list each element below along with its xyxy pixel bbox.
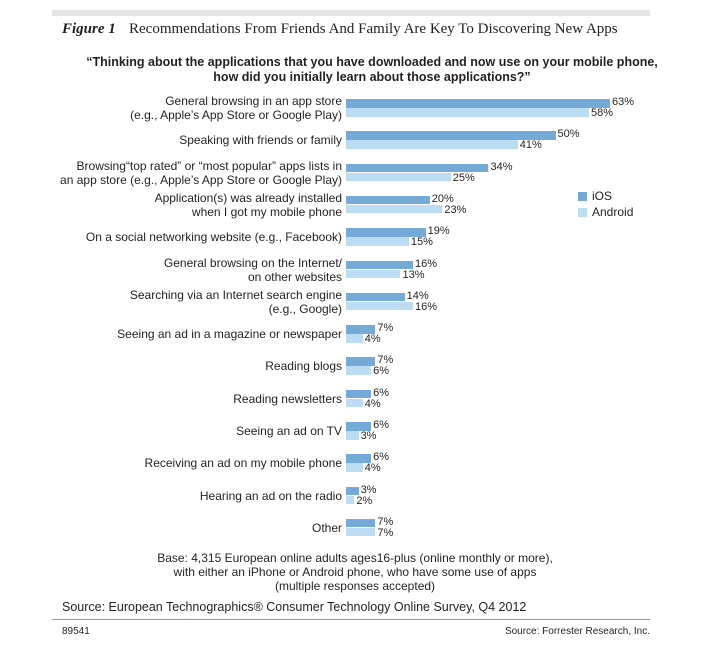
bar [346, 366, 372, 375]
category-label: Other [311, 520, 342, 535]
top-rule [52, 10, 650, 16]
bar [346, 204, 443, 214]
bar [346, 398, 363, 408]
source: Source: European Technographics® Consume… [62, 600, 527, 614]
category-label: General browsing in an app store (e.g., … [130, 94, 342, 122]
bar [346, 527, 376, 537]
figure-label: Figure 1 [62, 21, 116, 37]
value-label: 3% [360, 430, 377, 442]
value-label: 6% [373, 386, 390, 399]
chart-title: Recommendations From Friends And Family … [129, 21, 618, 37]
bar [346, 454, 372, 463]
value-label: 58% [591, 107, 614, 119]
value-label: 6% [373, 419, 390, 431]
category-label: Seeing an ad on TV [236, 424, 342, 438]
value-label: 19% [427, 225, 450, 238]
bar [346, 518, 376, 528]
bar [346, 431, 359, 440]
legend-label: iOS [592, 189, 613, 203]
bar [346, 195, 430, 205]
bar [346, 486, 359, 496]
category-label: Reading blogs [265, 359, 342, 374]
bar [346, 463, 363, 472]
value-label: 7% [377, 526, 394, 539]
figure-id: 89541 [62, 626, 90, 637]
value-label: 16% [415, 300, 438, 313]
value-label: 15% [410, 236, 433, 249]
value-label: 3% [360, 483, 377, 496]
category-label: Browsing“top rated” or “most popular” ap… [60, 158, 342, 187]
value-label: 50% [557, 128, 580, 141]
credit: Source: Forrester Research, Inc. [504, 626, 650, 637]
bar [346, 108, 590, 117]
legend-label: Android [592, 205, 634, 219]
category-label: Receiving an ad on my mobile phone [144, 456, 342, 471]
category-label: Hearing an ad on the radio [199, 488, 342, 503]
bar [346, 422, 372, 431]
value-label: 2% [356, 494, 373, 507]
bar [346, 495, 355, 505]
bar [346, 301, 414, 311]
bar [346, 292, 405, 302]
bar [346, 163, 489, 173]
category-label: Speaking with friends or family [179, 133, 342, 148]
value-label: 7% [377, 515, 394, 528]
value-label: 63% [611, 96, 634, 108]
bar [346, 131, 556, 140]
value-label: 4% [364, 397, 381, 410]
bar [346, 389, 372, 399]
bar [346, 140, 518, 149]
value-label: 14% [406, 289, 429, 302]
value-label: 20% [431, 192, 454, 205]
bar [346, 99, 610, 108]
value-label: 7% [377, 322, 394, 335]
legend-swatch [578, 208, 587, 217]
category-label: General browsing on the Internet/ on oth… [163, 255, 342, 284]
bar [346, 334, 363, 343]
bar [346, 172, 451, 182]
category-label: Seeing an ad in a magazine or newspaper [117, 327, 342, 342]
category-label: On a social networking website (e.g., Fa… [85, 230, 342, 245]
note: Base: 4,315 European online adults ages1… [157, 551, 553, 593]
value-label: 16% [415, 257, 438, 270]
chart-subtitle: “Thinking about the applications that yo… [86, 55, 658, 84]
value-label: 41% [519, 139, 542, 152]
bar [346, 260, 414, 269]
bar [346, 325, 376, 334]
value-label: 4% [364, 462, 381, 475]
value-label: 7% [377, 354, 394, 367]
value-label: 13% [402, 268, 425, 281]
legend-swatch [578, 192, 587, 201]
bar [346, 269, 401, 278]
category-label: Application(s) was already installed whe… [154, 190, 342, 219]
bottom-rule [52, 619, 650, 620]
category-label: Reading newsletters [233, 391, 342, 406]
value-label: 4% [364, 333, 381, 346]
value-label: 23% [444, 203, 467, 216]
value-label: 34% [490, 160, 513, 173]
value-label: 6% [373, 365, 390, 378]
value-label: 6% [373, 451, 390, 464]
category-label: Searching via an Internet search engine … [129, 287, 342, 316]
value-label: 25% [452, 171, 475, 184]
bar [346, 357, 376, 366]
bar [346, 237, 409, 246]
bar [346, 228, 426, 237]
